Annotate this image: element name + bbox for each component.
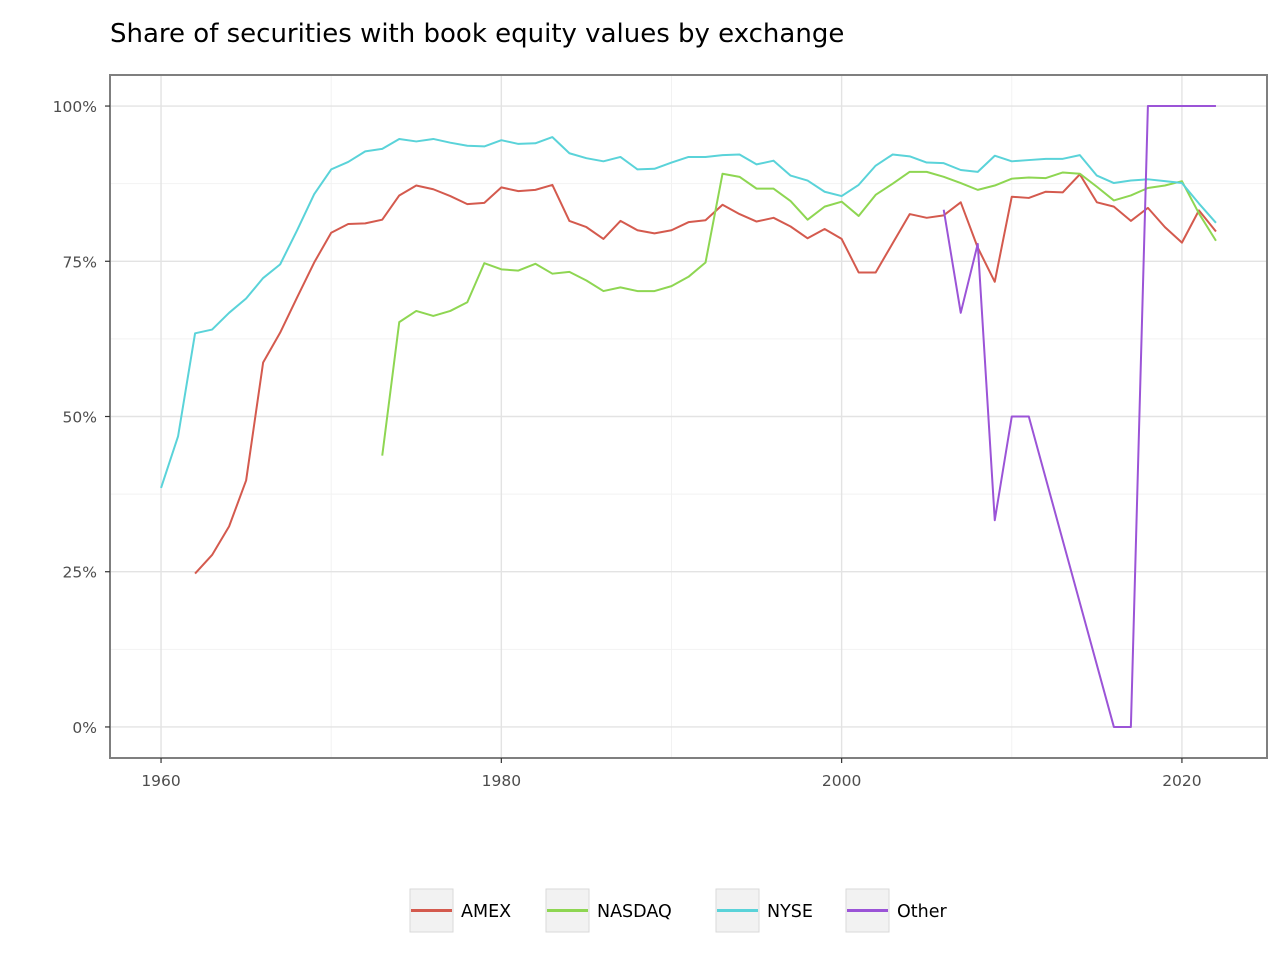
legend-label-other: Other — [897, 902, 947, 922]
x-tick-label: 1980 — [482, 772, 521, 790]
y-tick-label: 100% — [53, 98, 97, 116]
series-line-amex — [194, 173, 1217, 575]
plot-lines — [160, 105, 1217, 728]
series-line-other — [942, 105, 1216, 728]
chart-title: Share of securities with book equity val… — [110, 19, 844, 49]
series-line-nyse — [160, 136, 1217, 489]
x-tick-label: 2020 — [1162, 772, 1201, 790]
legend: AMEX NASDAQ NYSE Other — [409, 888, 947, 933]
y-tick-label: 75% — [63, 253, 97, 271]
x-tick-label: 2000 — [822, 772, 861, 790]
x-tick-label: 1960 — [141, 772, 180, 790]
y-tick-label: 0% — [72, 719, 97, 737]
plot-grid — [110, 75, 1267, 758]
legend-label-amex: AMEX — [461, 902, 511, 922]
y-tick-label: 25% — [63, 564, 97, 582]
series-line-nasdaq — [381, 170, 1217, 456]
legend-label-nasdaq: NASDAQ — [597, 902, 672, 922]
legend-label-nyse: NYSE — [767, 902, 813, 922]
y-tick-label: 50% — [63, 409, 97, 427]
axis-ticks: 1960 1980 2000 2020 0% 25% 50% 75% 100% — [53, 98, 1202, 790]
